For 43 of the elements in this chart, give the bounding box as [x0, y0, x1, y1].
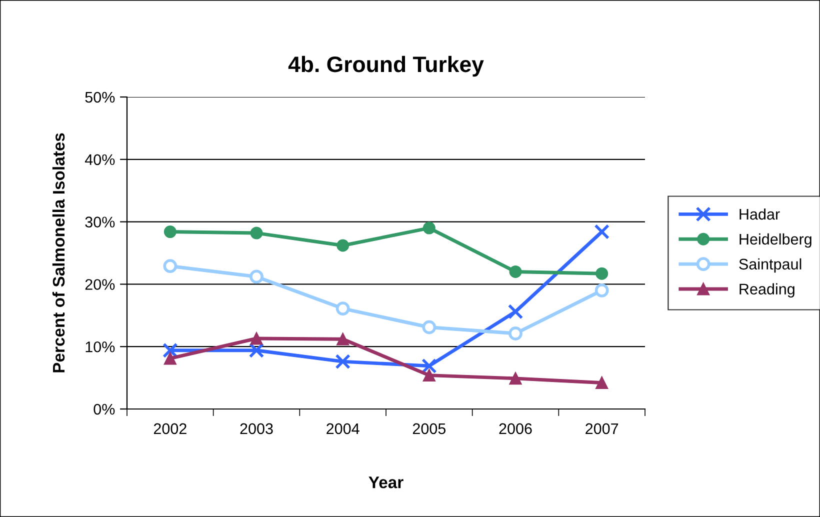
point: [336, 332, 350, 346]
point: [163, 259, 178, 274]
point: [509, 265, 522, 278]
x-axis-title: Year: [368, 476, 404, 488]
point: [596, 267, 608, 280]
y-tick-label: 20%: [85, 279, 115, 290]
point: [509, 372, 522, 385]
legend-label: Saintpaul: [739, 258, 802, 273]
y-tick-label: 40%: [84, 154, 115, 166]
point: [422, 358, 437, 374]
point: [162, 342, 178, 358]
point: [508, 304, 524, 320]
y-tick-label: 30%: [85, 216, 115, 228]
chart-title: 4b. Ground Turkey: [288, 56, 484, 77]
legend-label: Heidelberg: [740, 233, 812, 248]
y-axis-title: Percent of Salmonella Isolates: [52, 133, 65, 372]
x-tick-label: 2002: [154, 423, 186, 434]
point: [164, 226, 176, 238]
legend-label: Reading: [740, 283, 794, 298]
point: [336, 302, 350, 316]
y-tick-label: 0%: [94, 404, 115, 415]
x-tick-label: 2007: [586, 423, 618, 434]
point: [508, 326, 522, 340]
point: [248, 342, 264, 358]
x-tick-label: 2005: [412, 423, 446, 434]
point: [422, 320, 436, 334]
legend-label: Hadar: [740, 208, 780, 220]
point: [250, 270, 264, 284]
x-tick-label: 2006: [499, 423, 532, 434]
y-tick-label: 50%: [85, 92, 115, 103]
point: [594, 283, 609, 298]
point: [250, 226, 263, 240]
point: [164, 352, 176, 365]
point: [250, 332, 263, 345]
point: [596, 376, 608, 390]
x-tick-label: 2004: [326, 423, 360, 434]
point: [422, 369, 436, 382]
x-tick-label: 2003: [240, 423, 273, 434]
point: [336, 239, 350, 252]
point: [594, 224, 610, 240]
point: [422, 222, 436, 234]
point: [335, 354, 350, 370]
y-tick-label: 10%: [86, 341, 115, 352]
